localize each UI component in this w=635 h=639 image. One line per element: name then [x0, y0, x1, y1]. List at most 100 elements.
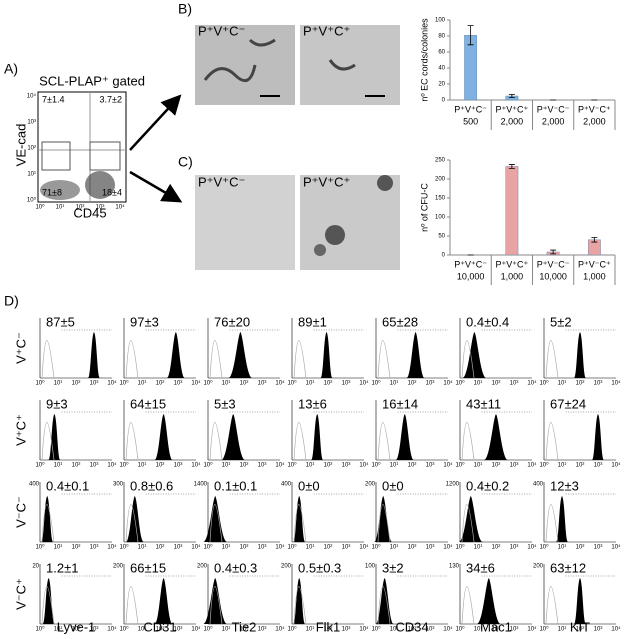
control-histogram [125, 586, 139, 625]
x-tick-label: 10² [72, 463, 81, 469]
y-tick-label: 0 [442, 253, 446, 259]
x-tick-label: 10⁰ [539, 626, 549, 633]
histogram [228, 332, 253, 378]
x-tick-label: 10² [324, 627, 333, 633]
x-tick-label: P⁺V⁻C⁺ [578, 259, 611, 269]
control-histogram [545, 504, 559, 543]
x-tick-label: 10⁴ [107, 544, 117, 551]
photo-label: P⁺V⁺C⁻ [198, 174, 245, 189]
x-tick-label: 10² [324, 381, 333, 387]
x-tick-label: 10¹ [306, 627, 315, 633]
panel-label: C) [178, 154, 193, 170]
x-tick-label: 10³ [174, 627, 183, 633]
x-tick-label: P⁺V⁻C⁻ [537, 104, 570, 114]
percentage: 12±3 [550, 478, 579, 493]
x-tick-label: 10² [492, 627, 501, 633]
arrow [129, 94, 182, 151]
x-tick-label: 10³ [342, 463, 351, 469]
control-histogram [377, 586, 391, 625]
control-histogram [209, 504, 223, 543]
x-tick-label: 10⁰ [371, 544, 381, 551]
histogram [592, 414, 604, 460]
x-tick-label: 10¹ [474, 545, 483, 551]
control-histogram [209, 422, 223, 461]
column-label: CD31 [143, 619, 176, 634]
row-label: V⁺C⁻ [13, 332, 28, 364]
control-histogram [461, 422, 475, 461]
x-tick-label: 10¹ [474, 627, 483, 633]
control-histogram [461, 586, 475, 625]
x-tick-label: 10⁰ [35, 462, 45, 469]
panel-label: B) [178, 1, 192, 17]
histogram [221, 414, 246, 460]
histogram [41, 496, 54, 542]
x-tick-label: 10³ [90, 381, 99, 387]
column-label: KIT [570, 619, 590, 634]
x-tick-label: 10¹ [54, 545, 63, 551]
histogram [166, 332, 185, 378]
histogram [48, 414, 61, 460]
y-tick-label: 50 [438, 234, 445, 240]
column-label: Tie2 [232, 619, 257, 634]
arrow [129, 170, 183, 203]
y-label: nº of CFU-C [419, 183, 429, 232]
x-tick-label: 10⁴ [275, 626, 285, 633]
control-histogram [293, 504, 307, 543]
x-tick-label: 10⁴ [527, 380, 537, 387]
x-tick-label: 10¹ [390, 545, 399, 551]
x-tick-label: 10¹ [56, 205, 65, 211]
row-label: V⁻C⁻ [13, 496, 28, 528]
histogram [311, 414, 324, 460]
percentage: 97±3 [130, 314, 159, 329]
percentage: 9±3 [46, 396, 68, 411]
x-tick-label: 10⁴ [359, 544, 369, 551]
percentage: 76±20 [214, 314, 250, 329]
error-bar [508, 94, 515, 98]
x-tick-label: 10⁴ [443, 462, 453, 469]
x-tick-label: 10⁴ [191, 462, 201, 469]
control-histogram [293, 340, 307, 379]
row-label: V⁺C⁺ [13, 414, 28, 446]
percentage: 0±0 [382, 478, 404, 493]
x-tick-label: 2,000 [501, 116, 524, 126]
x-tick-label: 10⁴ [359, 462, 369, 469]
x-tick-label: 10⁴ [443, 544, 453, 551]
percentage: 0±0 [298, 478, 320, 493]
bar [505, 166, 519, 256]
x-tick-label: 10⁰ [203, 626, 213, 633]
x-tick-label: 2,000 [542, 116, 565, 126]
x-tick-label: 10⁰ [287, 626, 297, 633]
x-tick-label: 10⁰ [371, 626, 381, 633]
histogram [203, 496, 228, 542]
x-tick-label: 10³ [426, 381, 435, 387]
control-histogram [209, 586, 223, 625]
y-max-label: 20 [32, 564, 39, 570]
column-label: Lyve-1 [57, 619, 96, 634]
x-tick-label: 10³ [426, 545, 435, 551]
x-tick-label: 10⁰ [119, 544, 129, 551]
x-tick-label: 10⁰ [455, 380, 465, 387]
x-tick-label: 10³ [90, 545, 99, 551]
x-tick-label: 10⁰ [35, 380, 45, 387]
x-tick-label: 10⁴ [191, 380, 201, 387]
y-max-label: 400 [281, 482, 292, 488]
histogram [154, 578, 173, 624]
histogram [375, 578, 394, 624]
percentage: 5±3 [214, 396, 236, 411]
y-max-label: 300 [113, 482, 124, 488]
x-tick-label: 10² [72, 545, 81, 551]
x-tick-label: 10³ [174, 545, 183, 551]
x-tick-label: 10² [576, 545, 585, 551]
x-tick-label: 10² [576, 627, 585, 633]
x-label: CD45 [73, 205, 106, 220]
histogram [203, 578, 228, 624]
x-tick-label: 10¹ [306, 545, 315, 551]
control-histogram [41, 340, 55, 379]
x-tick-label: P⁺V⁺C⁻ [454, 104, 487, 114]
x-tick-label: 10⁴ [611, 462, 621, 469]
x-tick-label: 10² [492, 545, 501, 551]
x-tick-label: 10² [156, 545, 165, 551]
x-tick-label: 10² [156, 627, 165, 633]
control-histogram [209, 340, 223, 379]
percentage: 0.5±0.3 [298, 560, 341, 575]
